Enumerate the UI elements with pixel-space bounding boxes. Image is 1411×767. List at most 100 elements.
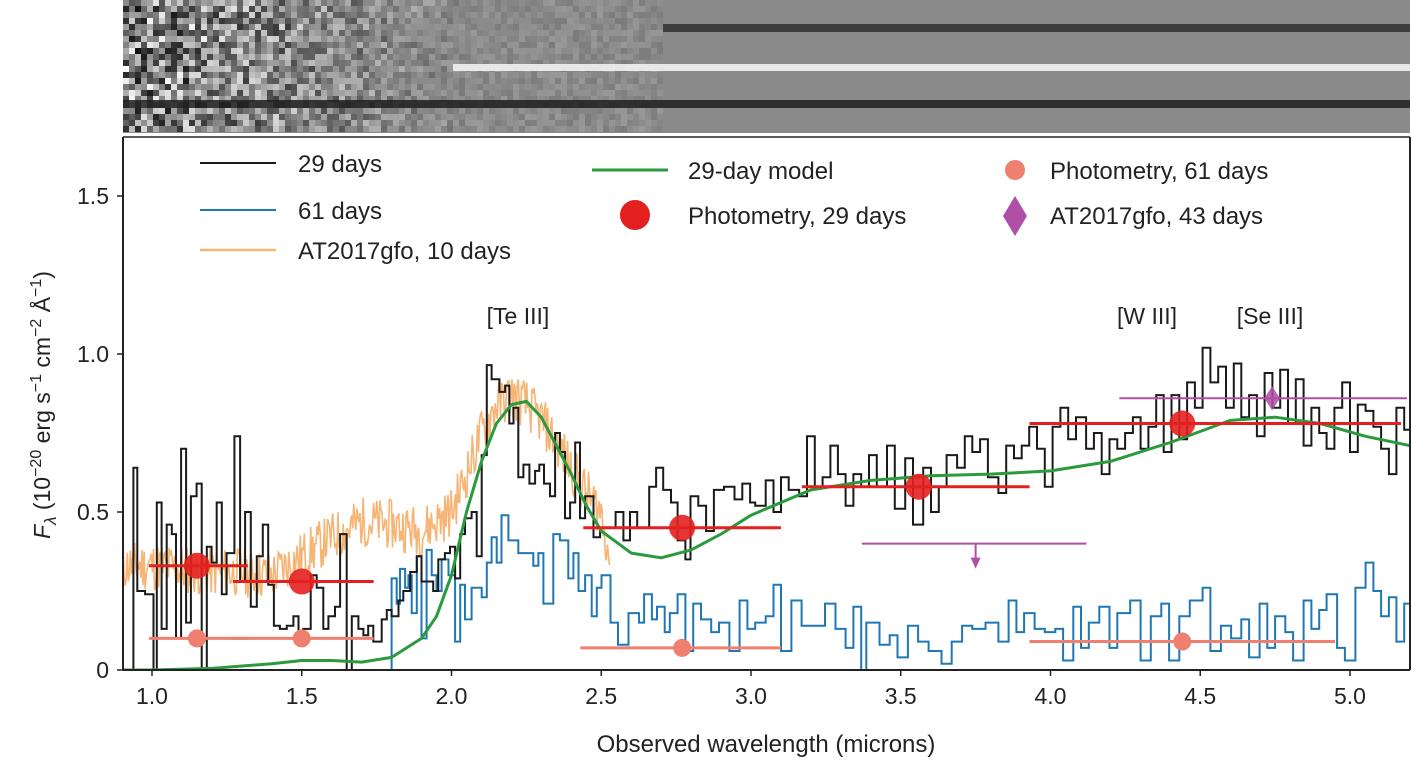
spectrum-image-pixel bbox=[315, 66, 321, 72]
spectrum-image-pixel bbox=[573, 24, 579, 30]
spectrum-image-pixel bbox=[225, 30, 231, 36]
spectrum-image-pixel bbox=[159, 84, 165, 90]
spectrum-image-pixel bbox=[525, 42, 531, 48]
spectrum-image-pixel bbox=[279, 24, 285, 30]
spectrum-image-pixel bbox=[195, 0, 201, 6]
spectrum-image-pixel bbox=[213, 12, 219, 18]
spectrum-image-pixel bbox=[321, 0, 327, 6]
spectrum-image-pixel bbox=[477, 78, 483, 84]
spectrum-image-pixel bbox=[441, 108, 447, 114]
spectrum-image-pixel bbox=[447, 66, 453, 72]
legend-marker-photometry-61 bbox=[1005, 160, 1025, 180]
spectrum-image-pixel bbox=[387, 24, 393, 30]
spectrum-image-pixel bbox=[153, 90, 159, 96]
spectrum-image-pixel bbox=[363, 90, 369, 96]
spectrum-image-pixel bbox=[543, 18, 549, 24]
spectrum-image-pixel bbox=[261, 66, 267, 72]
spectrum-image-pixel bbox=[279, 108, 285, 114]
spectrum-image-pixel bbox=[471, 30, 477, 36]
spectrum-image-pixel bbox=[351, 108, 357, 114]
spectrum-image-pixel bbox=[183, 24, 189, 30]
spectrum-image-pixel bbox=[579, 36, 585, 42]
spectrum-image-pixel bbox=[273, 72, 279, 78]
spectrum-image-pixel bbox=[405, 108, 411, 114]
spectrum-image-pixel bbox=[621, 6, 627, 12]
spectrum-image-pixel bbox=[489, 108, 495, 114]
spectrum-image-pixel bbox=[213, 36, 219, 42]
spectrum-image-pixel bbox=[183, 84, 189, 90]
spectrum-image-pixel bbox=[429, 12, 435, 18]
spectrum-image-pixel bbox=[249, 6, 255, 12]
spectrum-image-pixel bbox=[369, 30, 375, 36]
spectrum-image-pixel bbox=[267, 54, 273, 60]
spectrum-image-pixel bbox=[147, 12, 153, 18]
spectrum-image-pixel bbox=[483, 126, 489, 132]
spectrum-image-pixel bbox=[435, 96, 441, 102]
spectrum-image-pixel bbox=[219, 66, 225, 72]
y-tick-label: 1.0 bbox=[77, 341, 109, 367]
spectrum-image-pixel bbox=[351, 96, 357, 102]
spectrum-image-pixel bbox=[345, 48, 351, 54]
spectrum-image-pixel bbox=[441, 66, 447, 72]
spectrum-image-pixel bbox=[153, 66, 159, 72]
spectrum-image-pixel bbox=[525, 90, 531, 96]
spectrum-image-pixel bbox=[237, 120, 243, 126]
spectrum-image-pixel bbox=[231, 72, 237, 78]
spectrum-image-pixel bbox=[243, 84, 249, 90]
spectrum-image-pixel bbox=[309, 54, 315, 60]
spectrum-image-pixel bbox=[567, 36, 573, 42]
spectrum-image-pixel bbox=[597, 78, 603, 84]
spectrum-image-pixel bbox=[219, 84, 225, 90]
spectrum-image-pixel bbox=[279, 54, 285, 60]
spectrum-image-pixel bbox=[261, 18, 267, 24]
spectrum-image-pixel bbox=[603, 30, 609, 36]
spectrum-image-pixel bbox=[147, 126, 153, 132]
spectrum-image-pixel bbox=[123, 48, 129, 54]
spectrum-image-pixel bbox=[633, 12, 639, 18]
spectrum-image-pixel bbox=[153, 96, 159, 102]
spectrum-image-pixel bbox=[261, 72, 267, 78]
spectrum-image-pixel bbox=[411, 84, 417, 90]
spectrum-image-pixel bbox=[171, 114, 177, 120]
spectrum-image-pixel bbox=[603, 72, 609, 78]
spectrum-image-pixel bbox=[381, 120, 387, 126]
spectrum-image-pixel bbox=[327, 84, 333, 90]
spectrum-image-pixel bbox=[279, 18, 285, 24]
spectrum-image-pixel bbox=[399, 78, 405, 84]
spectrum-image-pixel bbox=[441, 24, 447, 30]
spectrum-image-pixel bbox=[435, 90, 441, 96]
spectrum-image-pixel bbox=[375, 114, 381, 120]
spectrum-image-pixel bbox=[249, 66, 255, 72]
spectrum-image-pixel bbox=[591, 120, 597, 126]
spectrum-image-pixel bbox=[213, 54, 219, 60]
spectrum-image-pixel bbox=[165, 42, 171, 48]
spectrum-image-pixel bbox=[291, 24, 297, 30]
spectrum-image-pixel bbox=[609, 24, 615, 30]
spectrum-image-pixel bbox=[189, 114, 195, 120]
spectrum-image-pixel bbox=[645, 30, 651, 36]
spectrum-image-pixel bbox=[261, 48, 267, 54]
spectrum-image-pixel bbox=[183, 114, 189, 120]
spectrum-image-pixel bbox=[459, 120, 465, 126]
spectrum-image-pixel bbox=[597, 30, 603, 36]
spectrum-image-pixel bbox=[495, 126, 501, 132]
spectrum-image-pixel bbox=[237, 108, 243, 114]
spectrum-image-pixel bbox=[273, 0, 279, 6]
spectrum-image-pixel bbox=[147, 114, 153, 120]
spectrum-image-pixel bbox=[555, 108, 561, 114]
spectrum-image-pixel bbox=[645, 90, 651, 96]
spectrum-image-pixel bbox=[549, 12, 555, 18]
spectrum-image-pixel bbox=[375, 120, 381, 126]
spectrum-image-pixel bbox=[309, 114, 315, 120]
legend-label-at2017gfo-10-days: AT2017gfo, 10 days bbox=[298, 238, 511, 265]
spectrum-image-pixel bbox=[135, 72, 141, 78]
spectrum-image-pixel bbox=[309, 42, 315, 48]
spectrum-image-pixel bbox=[135, 60, 141, 66]
spectrum-image-pixel bbox=[171, 12, 177, 18]
spectrum-image-pixel bbox=[633, 108, 639, 114]
spectrum-image-pixel bbox=[615, 90, 621, 96]
spectrum-image-pixel bbox=[609, 54, 615, 60]
spectrum-image-pixel bbox=[567, 0, 573, 6]
spectrum-image-pixel bbox=[561, 126, 567, 132]
spectrum-image-pixel bbox=[453, 30, 459, 36]
